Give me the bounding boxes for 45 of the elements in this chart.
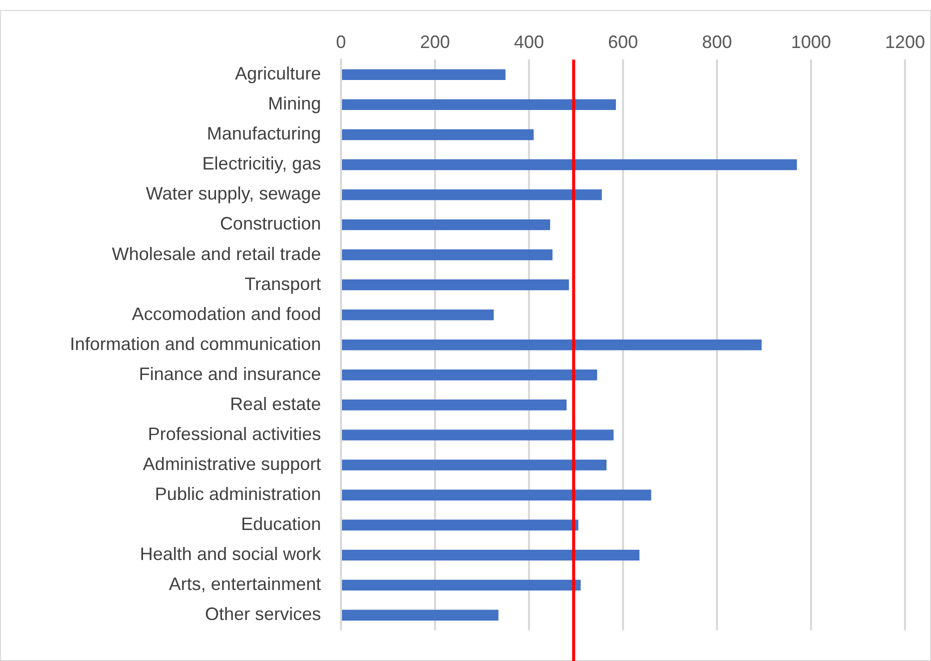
y-tick-label: Electricitiy, gas: [202, 154, 321, 174]
bar: [342, 550, 640, 561]
y-tick-label: Transport: [244, 274, 321, 294]
bar: [342, 159, 797, 170]
bar: [342, 520, 578, 530]
x-tick-label: 200: [420, 32, 450, 52]
bar: [342, 189, 602, 200]
bar: [342, 580, 581, 591]
y-tick-label: Mining: [268, 94, 321, 114]
x-tick-label: 800: [702, 32, 732, 52]
bar: [342, 129, 534, 140]
y-tick-label: Administrative support: [142, 454, 321, 474]
bar: [342, 219, 550, 230]
y-tick-label: Agriculture: [234, 64, 321, 84]
bar: [342, 610, 498, 621]
bar: [342, 69, 506, 80]
y-tick-label: Wholesale and retail trade: [112, 244, 321, 264]
y-tick-label: Education: [240, 514, 321, 534]
x-tick-label: 0: [336, 32, 346, 52]
bar: [342, 400, 567, 410]
x-tick-label: 1000: [790, 32, 832, 52]
y-tick-label: Arts, entertainment: [168, 574, 321, 594]
y-tick-label: Manufacturing: [206, 124, 321, 144]
y-tick-label: Finance and insurance: [138, 364, 321, 384]
y-tick-label: Professional activities: [148, 424, 321, 444]
y-tick-label: Accomodation and food: [132, 304, 321, 324]
bar: [342, 490, 652, 500]
y-tick-label: Real estate: [230, 394, 321, 414]
y-tick-label: Water supply, sewage: [146, 184, 321, 204]
bar: [342, 430, 614, 440]
y-tick-label: Information and communication: [70, 334, 321, 354]
bar: [342, 279, 569, 290]
bar: [342, 370, 598, 380]
x-tick-label: 400: [514, 32, 544, 52]
bar: [342, 99, 616, 110]
bar: [342, 309, 494, 320]
bar: [342, 249, 552, 260]
y-tick-label: Construction: [220, 214, 321, 234]
y-tick-label: Health and social work: [140, 544, 322, 564]
x-tick-label: 600: [608, 32, 638, 52]
bar: [342, 460, 607, 470]
x-tick-label: 1200: [884, 32, 925, 52]
y-tick-label: Public administration: [154, 484, 321, 504]
bar: [342, 339, 762, 350]
y-tick-label: Other services: [204, 604, 321, 624]
